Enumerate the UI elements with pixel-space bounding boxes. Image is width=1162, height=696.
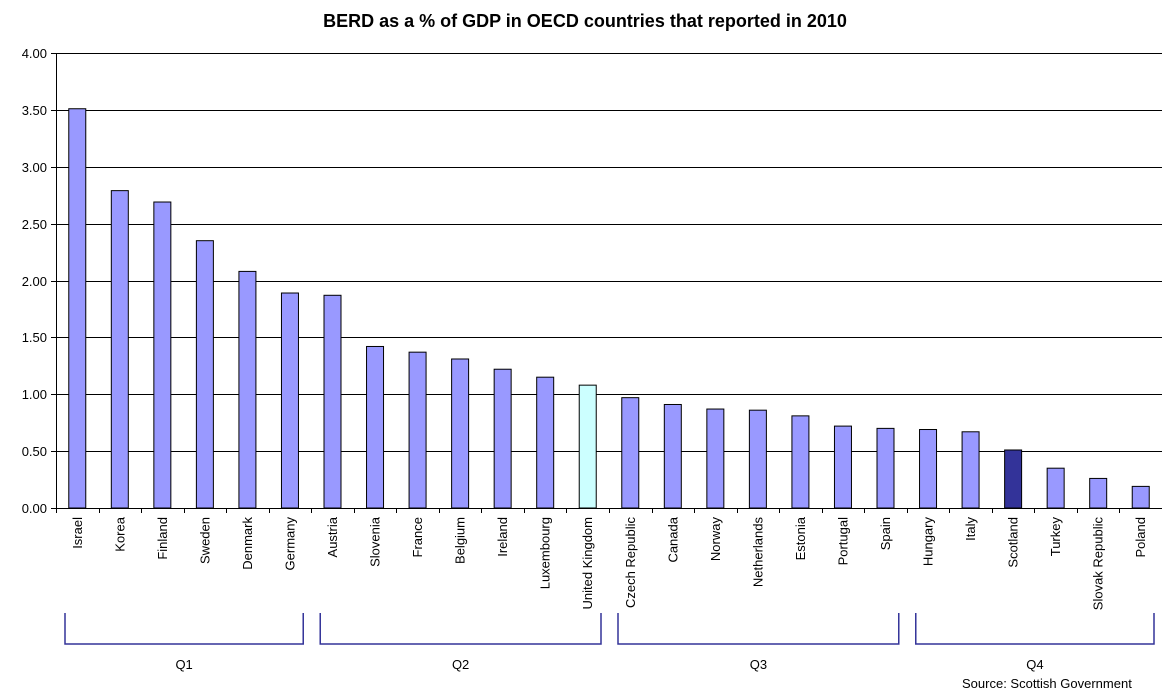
bar-luxembourg	[536, 376, 555, 509]
y-tick-label: 2.00	[22, 274, 47, 289]
category-label: Korea	[112, 516, 127, 551]
bar-germany	[280, 292, 299, 509]
quartile-label: Q4	[1026, 657, 1043, 672]
y-tick-label: 2.50	[22, 217, 47, 232]
category-label: Spain	[878, 517, 893, 550]
bar-belgium	[451, 358, 470, 509]
bar-canada	[663, 403, 682, 509]
bar-scotland	[1004, 449, 1023, 509]
gridlines	[56, 53, 1162, 452]
bar-portugal	[833, 425, 852, 509]
category-label: Poland	[1133, 517, 1148, 557]
bar-norway	[706, 408, 725, 509]
bar-united-kingdom	[578, 384, 597, 509]
bar-turkey	[1046, 467, 1065, 509]
source-note: Source: Scottish Government	[962, 676, 1132, 691]
quartile-label: Q2	[452, 657, 469, 672]
category-labels: Israel Korea Finland Sweden Denmark Germany Au…	[70, 516, 1148, 610]
y-tick-label: 3.50	[22, 103, 47, 118]
bar-france	[408, 351, 427, 509]
category-label: Israel	[70, 517, 85, 549]
bars	[68, 108, 1150, 509]
category-label: Denmark	[240, 517, 255, 570]
bar-netherlands	[748, 409, 767, 509]
category-label: Finland	[155, 517, 170, 560]
bar-poland	[1131, 485, 1150, 509]
bar-italy	[961, 431, 980, 509]
category-label: Hungary	[921, 517, 936, 567]
quartile-label: Q1	[175, 657, 192, 672]
chart-title: BERD as a % of GDP in OECD countries tha…	[323, 11, 847, 31]
bar-austria	[323, 294, 342, 509]
quartile-brackets: Q1 Q2 Q3 Q4	[64, 613, 1155, 672]
bar-ireland	[493, 368, 512, 509]
y-tick-label: 4.00	[22, 46, 47, 61]
bar-spain	[876, 427, 895, 509]
bar-estonia	[791, 415, 810, 509]
category-label: Belgium	[453, 517, 468, 564]
bar-korea	[110, 190, 129, 509]
y-tick-label: 0.00	[22, 501, 47, 516]
y-tick-label: 3.00	[22, 160, 47, 175]
category-label: Czech Republic	[623, 517, 638, 609]
category-label: Turkey	[1048, 517, 1063, 557]
y-tick-label: 0.50	[22, 444, 47, 459]
category-label: Norway	[708, 517, 723, 562]
bar-czech-republic	[621, 397, 640, 509]
category-label: Canada	[665, 516, 680, 562]
quartile-bracket	[617, 613, 900, 645]
category-label: Estonia	[793, 516, 808, 560]
quartile-bracket	[64, 613, 304, 645]
quartile-bracket	[915, 613, 1155, 645]
category-label: Austria	[325, 516, 340, 557]
category-label: United Kingdom	[580, 517, 595, 610]
bar-israel	[68, 108, 87, 509]
category-label: Scotland	[1006, 517, 1021, 568]
y-tick-label: 1.50	[22, 330, 47, 345]
category-label: Sweden	[197, 517, 212, 564]
category-label: France	[410, 517, 425, 557]
category-label: Portugal	[835, 517, 850, 566]
bar-finland	[153, 201, 172, 509]
category-label: Netherlands	[750, 517, 765, 588]
bar-hungary	[919, 429, 938, 509]
bar-slovenia	[366, 345, 385, 509]
category-label: Luxembourg	[538, 517, 553, 589]
quartile-label: Q3	[750, 657, 767, 672]
category-label: Italy	[963, 517, 978, 541]
bar-sweden	[195, 240, 214, 509]
quartile-bracket	[319, 613, 602, 645]
bar-denmark	[238, 270, 257, 509]
y-tick-label: 1.00	[22, 387, 47, 402]
axes	[56, 53, 1162, 513]
category-label: Slovenia	[368, 516, 383, 567]
category-label: Ireland	[495, 517, 510, 557]
bar-slovak-republic	[1089, 477, 1108, 509]
category-label: Slovak Republic	[1091, 517, 1106, 611]
y-axis-ticks: 0.00 0.50 1.00 1.50 2.00 2.50 3.00 3.50 4.00	[22, 46, 56, 516]
category-label: Germany	[282, 517, 297, 571]
